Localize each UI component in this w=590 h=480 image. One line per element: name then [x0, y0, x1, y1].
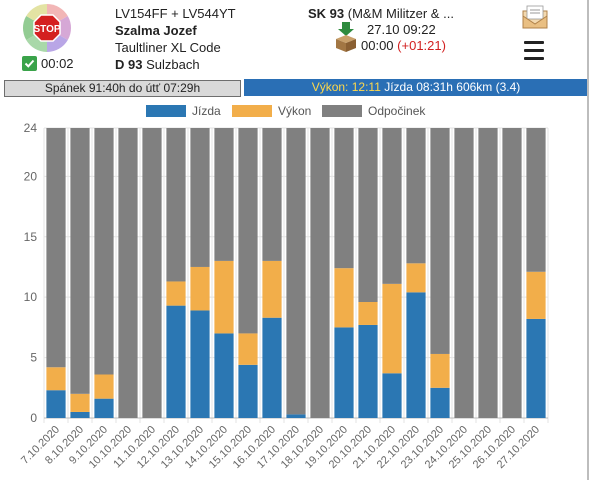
- stop-icon[interactable]: STOP: [22, 3, 72, 53]
- depot-code: D 93: [115, 57, 143, 72]
- bar-jizda: [238, 364, 258, 418]
- menu-icon[interactable]: [524, 41, 544, 61]
- bar-jizda: [70, 411, 90, 418]
- bar-vykon: [526, 271, 546, 319]
- window-edge: [587, 0, 589, 480]
- legend-jizda-swatch: [146, 105, 186, 117]
- bar-jizda: [166, 305, 186, 418]
- route-date: 27.10 09:22: [367, 22, 436, 37]
- work-status: Výkon: 12:11 Jízda 08:31h 606km (3.4): [244, 79, 588, 96]
- route-info: SK 93 (M&M Militzer & ...: [308, 5, 454, 22]
- route-time-value: 00:00: [361, 38, 394, 53]
- bar-odpocinek: [262, 128, 282, 261]
- vykon-label: Výkon: 12:11: [311, 80, 381, 94]
- package-download-icon[interactable]: [334, 22, 358, 52]
- header-panel: STOP 00:02 LV154FF + LV544YT Szalma Joze…: [0, 0, 590, 78]
- bar-jizda: [190, 310, 210, 418]
- bar-odpocinek: [478, 128, 498, 418]
- bar-odpocinek: [94, 128, 114, 375]
- bar-odpocinek: [526, 128, 546, 272]
- bar-odpocinek: [334, 128, 354, 269]
- legend-odpocinek[interactable]: Odpočinek: [322, 104, 425, 118]
- route-time: 00:00 (+01:21): [361, 38, 446, 53]
- bar-vykon: [190, 266, 210, 311]
- bar-jizda: [334, 327, 354, 418]
- legend-jizda-label: Jízda: [192, 104, 221, 118]
- route-name: (M&M Militzer & ...: [347, 6, 454, 21]
- bar-vykon: [406, 263, 426, 293]
- jizda-label: Jízda 08:31h 606km (3.4): [384, 80, 521, 94]
- route-delta: (+01:21): [397, 38, 446, 53]
- stacked-bar-chart: 05101520247.10.20208.10.20209.10.202010.…: [19, 121, 549, 471]
- bar-odpocinek: [310, 128, 330, 418]
- bar-odpocinek: [190, 128, 210, 267]
- check-icon[interactable]: [22, 56, 37, 71]
- check-time: 00:02: [41, 56, 74, 71]
- y-tick-label: 5: [30, 351, 37, 365]
- check-status: 00:02: [22, 56, 74, 71]
- depot-name: Sulzbach: [146, 57, 200, 72]
- svg-text:STOP: STOP: [33, 24, 60, 35]
- bar-odpocinek: [70, 128, 90, 394]
- bar-vykon: [94, 374, 114, 399]
- y-tick-label: 24: [24, 121, 38, 135]
- bar-odpocinek: [118, 128, 138, 418]
- driver-name: Szalma Jozef: [115, 23, 197, 38]
- bar-odpocinek: [238, 128, 258, 334]
- bar-jizda: [262, 317, 282, 418]
- bar-jizda: [286, 414, 306, 418]
- legend-vykon[interactable]: Výkon: [232, 104, 311, 118]
- bar-odpocinek: [46, 128, 66, 368]
- bar-jizda: [406, 292, 426, 418]
- route-code: SK 93: [308, 6, 345, 21]
- bar-vykon: [358, 302, 378, 325]
- bar-vykon: [430, 353, 450, 388]
- bar-odpocinek: [166, 128, 186, 282]
- bar-jizda: [430, 387, 450, 418]
- bar-jizda: [214, 333, 234, 418]
- bar-odpocinek: [214, 128, 234, 261]
- vehicle-plates: LV154FF + LV544YT: [115, 6, 236, 21]
- bar-odpocinek: [358, 128, 378, 302]
- y-tick-label: 20: [24, 169, 38, 183]
- bar-odpocinek: [454, 128, 474, 418]
- bar-odpocinek: [286, 128, 306, 415]
- bar-jizda: [526, 318, 546, 418]
- bar-jizda: [358, 324, 378, 418]
- bar-vykon: [382, 283, 402, 374]
- legend-odpocinek-swatch: [322, 105, 362, 117]
- bar-odpocinek: [502, 128, 522, 418]
- bar-odpocinek: [430, 128, 450, 354]
- bar-vykon: [334, 268, 354, 328]
- bar-vykon: [214, 260, 234, 334]
- bar-vykon: [70, 393, 90, 412]
- depot: D 93 Sulzbach: [115, 56, 236, 73]
- legend-vykon-swatch: [232, 105, 272, 117]
- bar-jizda: [46, 390, 66, 418]
- vehicle-info: LV154FF + LV544YT Szalma Jozef Taultline…: [115, 5, 236, 73]
- bar-vykon: [238, 333, 258, 365]
- y-tick-label: 15: [24, 230, 38, 244]
- chart-legend: Jízda Výkon Odpočinek: [0, 104, 590, 120]
- y-tick-label: 10: [24, 290, 38, 304]
- bar-odpocinek: [406, 128, 426, 264]
- bar-vykon: [262, 260, 282, 318]
- trailer-type: Taultliner XL Code: [115, 40, 221, 55]
- legend-jizda[interactable]: Jízda: [146, 104, 221, 118]
- mail-icon[interactable]: [522, 5, 548, 29]
- bar-vykon: [166, 281, 186, 306]
- bar-jizda: [94, 398, 114, 418]
- legend-vykon-label: Výkon: [278, 104, 312, 118]
- y-tick-label: 0: [30, 411, 37, 425]
- sleep-status: Spánek 91:40h do útť 07:29h: [4, 80, 241, 97]
- bar-odpocinek: [142, 128, 162, 418]
- bar-jizda: [382, 373, 402, 418]
- bar-odpocinek: [382, 128, 402, 284]
- bar-vykon: [46, 367, 66, 391]
- legend-odpocinek-label: Odpočinek: [368, 104, 426, 118]
